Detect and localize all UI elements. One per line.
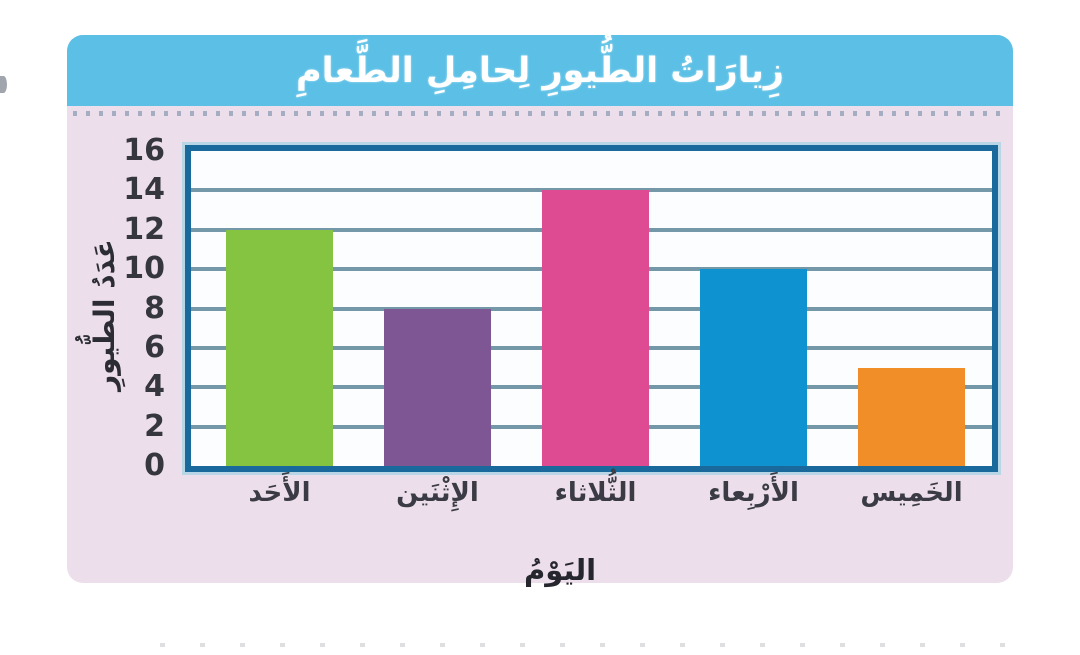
bottom-faint-dots [160, 643, 1005, 647]
chart-title-bar: زِيارَاتُ الطُّيورِ لِحامِلِ الطَّعامِ [67, 35, 1013, 106]
bar-monday [384, 308, 491, 466]
bar-wednesday [700, 269, 807, 466]
x-tick-tuesday: الثُّلاثاء [554, 478, 637, 508]
plot-area [185, 145, 998, 472]
y-tick-6: 6 [144, 329, 165, 365]
x-tick-monday: الإِثْنَين [396, 478, 479, 508]
x-axis-title: اليَوْمُ [523, 553, 597, 587]
y-tick-4: 4 [144, 369, 165, 405]
left-edge-artifact [0, 76, 7, 93]
y-axis-ticks: 0 2 4 6 8 10 12 14 16 [87, 136, 165, 481]
y-tick-10: 10 [123, 251, 165, 287]
y-tick-2: 2 [144, 408, 165, 444]
y-tick-16: 16 [123, 133, 165, 168]
bar-tuesday [542, 190, 649, 466]
bar-sunday [226, 229, 333, 466]
dotted-separator [73, 111, 1007, 116]
chart-card: زِيارَاتُ الطُّيورِ لِحامِلِ الطَّعامِ ع… [67, 35, 1013, 587]
x-axis-labels: الأَحَد الإِثْنَين الثُّلاثاء الأَرْبِعاء ال… [185, 476, 998, 518]
y-tick-12: 12 [123, 211, 165, 247]
x-tick-thursday: الخَمِيس [860, 478, 963, 508]
chart-title: زِيارَاتُ الطُّيورِ لِحامِلِ الطَّعامِ [295, 50, 785, 91]
x-tick-wednesday: الأَرْبِعاء [708, 478, 799, 508]
y-tick-14: 14 [123, 172, 165, 208]
bar-thursday [858, 367, 965, 466]
x-tick-sunday: الأَحَد [248, 478, 311, 508]
y-tick-8: 8 [144, 290, 165, 326]
y-tick-0: 0 [144, 448, 165, 483]
bars-container [191, 151, 992, 466]
